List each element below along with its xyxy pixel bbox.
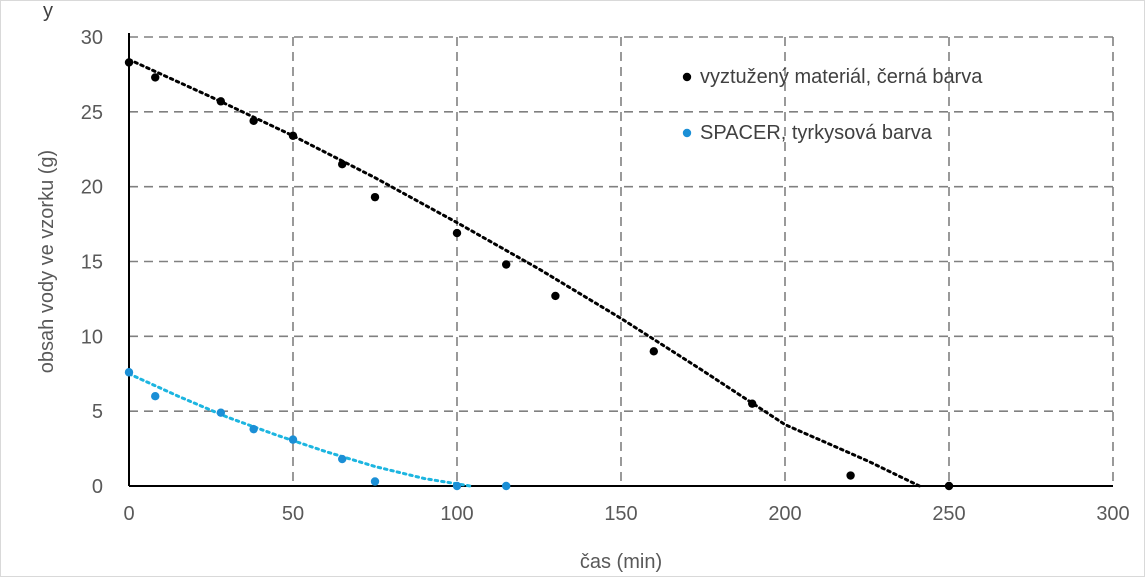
legend-marker-series-1 xyxy=(682,72,692,82)
data-point-series-2 xyxy=(370,477,380,486)
trendline-series-1 xyxy=(127,58,921,488)
legend-label-series-1: vyztužený materiál, černá barva xyxy=(700,66,983,88)
data-point-series-2 xyxy=(288,435,298,444)
data-points xyxy=(124,58,954,491)
y-tick-label: 0 xyxy=(92,476,103,498)
data-point-series-2 xyxy=(151,392,160,401)
x-tick-label: 0 xyxy=(123,503,134,525)
data-point-series-2 xyxy=(216,408,226,417)
legend: vyztužený materiál, černá barva SPACER, t… xyxy=(682,66,983,144)
x-axis-title: čas (min) xyxy=(580,551,662,573)
x-tick-label: 300 xyxy=(1096,503,1129,525)
y-tick-label: 30 xyxy=(81,27,103,49)
trendline-series-2 xyxy=(127,372,472,488)
data-point-series-1 xyxy=(151,73,160,82)
y-tick-label: 20 xyxy=(81,177,103,199)
data-point-series-1 xyxy=(216,97,226,106)
data-point-series-2 xyxy=(124,368,134,377)
data-point-series-2 xyxy=(502,481,511,491)
header-text-fragment: y xyxy=(43,1,53,22)
data-point-series-1 xyxy=(249,116,258,126)
data-point-series-1 xyxy=(649,347,658,356)
x-tick-label: 150 xyxy=(604,503,637,525)
x-tick-label: 100 xyxy=(440,503,473,525)
data-point-series-2 xyxy=(249,424,258,434)
y-axis-title: obsah vody ve vzorku (g) xyxy=(36,150,58,373)
data-point-series-1 xyxy=(551,291,560,301)
data-point-series-1 xyxy=(452,228,462,238)
legend-marker-series-2 xyxy=(682,128,692,138)
trendlines xyxy=(127,58,921,488)
x-tick-label: 200 xyxy=(768,503,801,525)
data-point-series-2 xyxy=(338,454,347,464)
data-point-series-2 xyxy=(452,481,462,491)
data-point-series-1 xyxy=(748,399,757,408)
tick-labels: 0 50 100 150 200 250 300 0 5 10 15 20 25 30 xyxy=(81,27,1130,525)
data-point-series-1 xyxy=(338,160,347,169)
data-point-series-1 xyxy=(846,471,855,480)
legend-label-series-2: SPACER, tyrkysová barva xyxy=(700,122,933,144)
y-tick-label: 5 xyxy=(92,401,103,423)
data-point-series-1 xyxy=(370,192,380,202)
x-tick-label: 250 xyxy=(932,503,965,525)
grid-lines xyxy=(129,36,1114,486)
data-point-series-1 xyxy=(944,481,954,491)
y-tick-label: 15 xyxy=(81,252,103,274)
y-tick-label: 25 xyxy=(81,102,103,124)
y-tick-label: 10 xyxy=(81,326,103,348)
data-point-series-1 xyxy=(288,131,298,140)
data-point-series-1 xyxy=(502,260,511,269)
x-tick-label: 50 xyxy=(282,503,304,525)
data-point-series-1 xyxy=(124,58,134,67)
